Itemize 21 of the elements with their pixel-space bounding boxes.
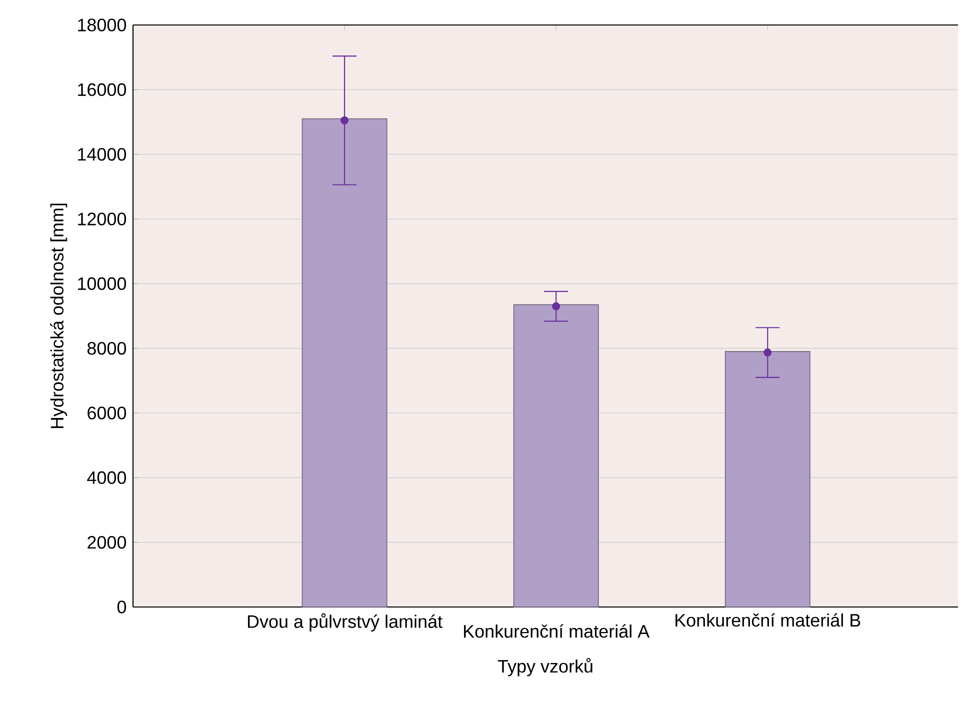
bar	[513, 304, 599, 608]
y-tick-label: 6000	[88, 406, 126, 420]
x-tick-label: Dvou a půlvrstvý laminát	[248, 613, 442, 632]
point	[764, 348, 772, 357]
x-axis-title: Typy vzorků	[498, 658, 592, 676]
y-tick-label: 2000	[88, 536, 126, 549]
y-tick-label: 8000	[87, 342, 126, 355]
x-tick-label: Konkurenční materiál A	[464, 624, 650, 638]
point	[552, 302, 560, 310]
y-tick-label: 10000	[78, 277, 126, 290]
y-tick-label: 0	[117, 600, 126, 614]
y-tick-label: 14000	[78, 148, 126, 161]
bar	[302, 118, 388, 608]
y-tick-label: 18000	[78, 18, 126, 32]
y-axis-title: Hydrostatická odolnost [mm]	[50, 204, 68, 428]
bar	[724, 351, 810, 608]
y-tick-label: 12000	[78, 212, 126, 226]
x-tick-label: Konkurenční materiál B	[676, 613, 860, 627]
y-tick-label: 4000	[87, 471, 126, 484]
point	[340, 116, 349, 124]
y-tick-label: 16000	[78, 83, 126, 96]
